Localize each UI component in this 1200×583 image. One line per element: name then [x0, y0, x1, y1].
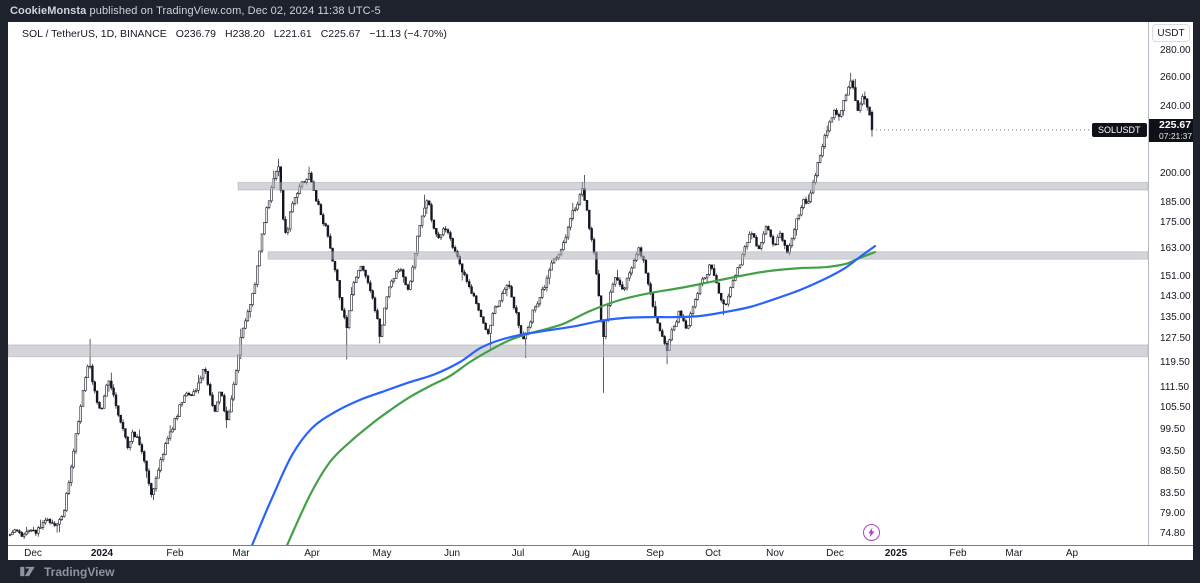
- time-tick-feb: Feb: [949, 548, 967, 559]
- event-lightning-icon[interactable]: [863, 524, 880, 541]
- mid-zone-160[interactable]: [267, 251, 1148, 260]
- time-tick-2024: 2024: [90, 548, 114, 559]
- price-tick: 88.50: [1160, 466, 1186, 478]
- time-tick-mar: Mar: [1005, 548, 1023, 559]
- price-tick: 200.00: [1160, 168, 1191, 180]
- price-tick: 143.00: [1160, 290, 1191, 302]
- publisher-username: CookieMonsta: [10, 5, 87, 17]
- bar-countdown: 07:21:37: [1159, 130, 1193, 141]
- time-tick-aug: Aug: [572, 548, 590, 559]
- time-tick-dec: Dec: [24, 548, 42, 559]
- price-tick: 105.50: [1160, 402, 1191, 414]
- time-tick-dec: Dec: [826, 548, 844, 559]
- price-scale[interactable]: 280.00 260.00 240.00 200.00 185.00 175.00 163.…: [1148, 22, 1193, 560]
- price-tick: 99.50: [1160, 423, 1186, 435]
- time-tick-2025: 2025: [884, 548, 908, 559]
- last-price-symbol-label: SOLUSDT: [1092, 122, 1147, 137]
- price-tick: 185.00: [1160, 196, 1191, 208]
- footer-bar: TradingView: [0, 560, 1200, 583]
- tradingview-brand-text: TradingView: [44, 564, 115, 579]
- symbol-ohlc-header: SOL / TetherUS, 1D, BINANCE O236.79 H238…: [22, 28, 447, 40]
- price-tick: 93.50: [1160, 446, 1186, 458]
- ma-green-line[interactable]: [285, 251, 877, 545]
- time-scale[interactable]: Dec 2024 Feb Mar Apr May Jun Jul Aug Sep Oct Nov Dec…: [8, 545, 1193, 560]
- candles-group: [8, 72, 874, 539]
- support-zone-125[interactable]: [8, 344, 1148, 358]
- price-tick: 119.50: [1160, 356, 1190, 368]
- last-price-value: 225.67: [1159, 118, 1192, 131]
- lightning-bolt-icon: [868, 527, 875, 538]
- price-tick: 163.00: [1160, 242, 1191, 254]
- tradingview-brand-link[interactable]: TradingView: [20, 565, 114, 579]
- price-tick: 175.00: [1160, 216, 1191, 228]
- symbol-title: SOL / TetherUS, 1D, BINANCE: [22, 28, 167, 40]
- chart-panel: [8, 22, 1193, 560]
- price-tick: 83.50: [1160, 487, 1186, 499]
- time-tick-sep: Sep: [646, 548, 664, 559]
- ma-blue-line[interactable]: [250, 245, 877, 545]
- time-tick-jul: Jul: [511, 548, 525, 559]
- price-tick: 151.00: [1160, 270, 1191, 282]
- time-tick-ap: Ap: [1065, 548, 1079, 559]
- price-tick: 74.80: [1160, 528, 1186, 539]
- price-tick: 280.00: [1160, 45, 1191, 56]
- attribution-text: CookieMonsta published on TradingView.co…: [10, 5, 381, 17]
- price-tick: 260.00: [1160, 72, 1191, 84]
- ohlc-change: −11.13 (−4.70%): [369, 28, 447, 40]
- resistance-zone-200[interactable]: [237, 181, 1148, 191]
- time-tick-apr: Apr: [304, 548, 320, 559]
- time-tick-jun: Jun: [443, 548, 461, 559]
- time-tick-feb: Feb: [166, 548, 184, 559]
- price-tick: 111.50: [1160, 381, 1190, 393]
- price-tick: 240.00: [1160, 101, 1191, 113]
- chart-plot-area[interactable]: [8, 22, 1148, 545]
- last-price-label: 225.67 07:21:37: [1149, 118, 1193, 142]
- price-chart-canvas: [8, 72, 1148, 545]
- time-tick-may: May: [372, 548, 392, 559]
- price-tick: 79.00: [1160, 508, 1186, 519]
- time-tick-oct: Oct: [705, 548, 721, 559]
- time-tick-mar: Mar: [232, 548, 250, 559]
- tradingview-logo-icon: [20, 566, 35, 577]
- price-tick: 135.00: [1160, 311, 1191, 323]
- currency-toggle-button[interactable]: USDT: [1152, 24, 1190, 42]
- ohlc-close: C225.67: [320, 28, 361, 40]
- sr-zones-group: [8, 181, 1148, 358]
- publish-attribution-bar: CookieMonsta published on TradingView.co…: [0, 0, 1200, 22]
- time-tick-nov: Nov: [766, 548, 784, 559]
- ohlc-open: O236.79: [175, 28, 217, 40]
- ohlc-high: H238.20: [225, 28, 265, 40]
- ohlc-low: L221.61: [273, 28, 312, 40]
- price-tick: 127.50: [1160, 332, 1191, 344]
